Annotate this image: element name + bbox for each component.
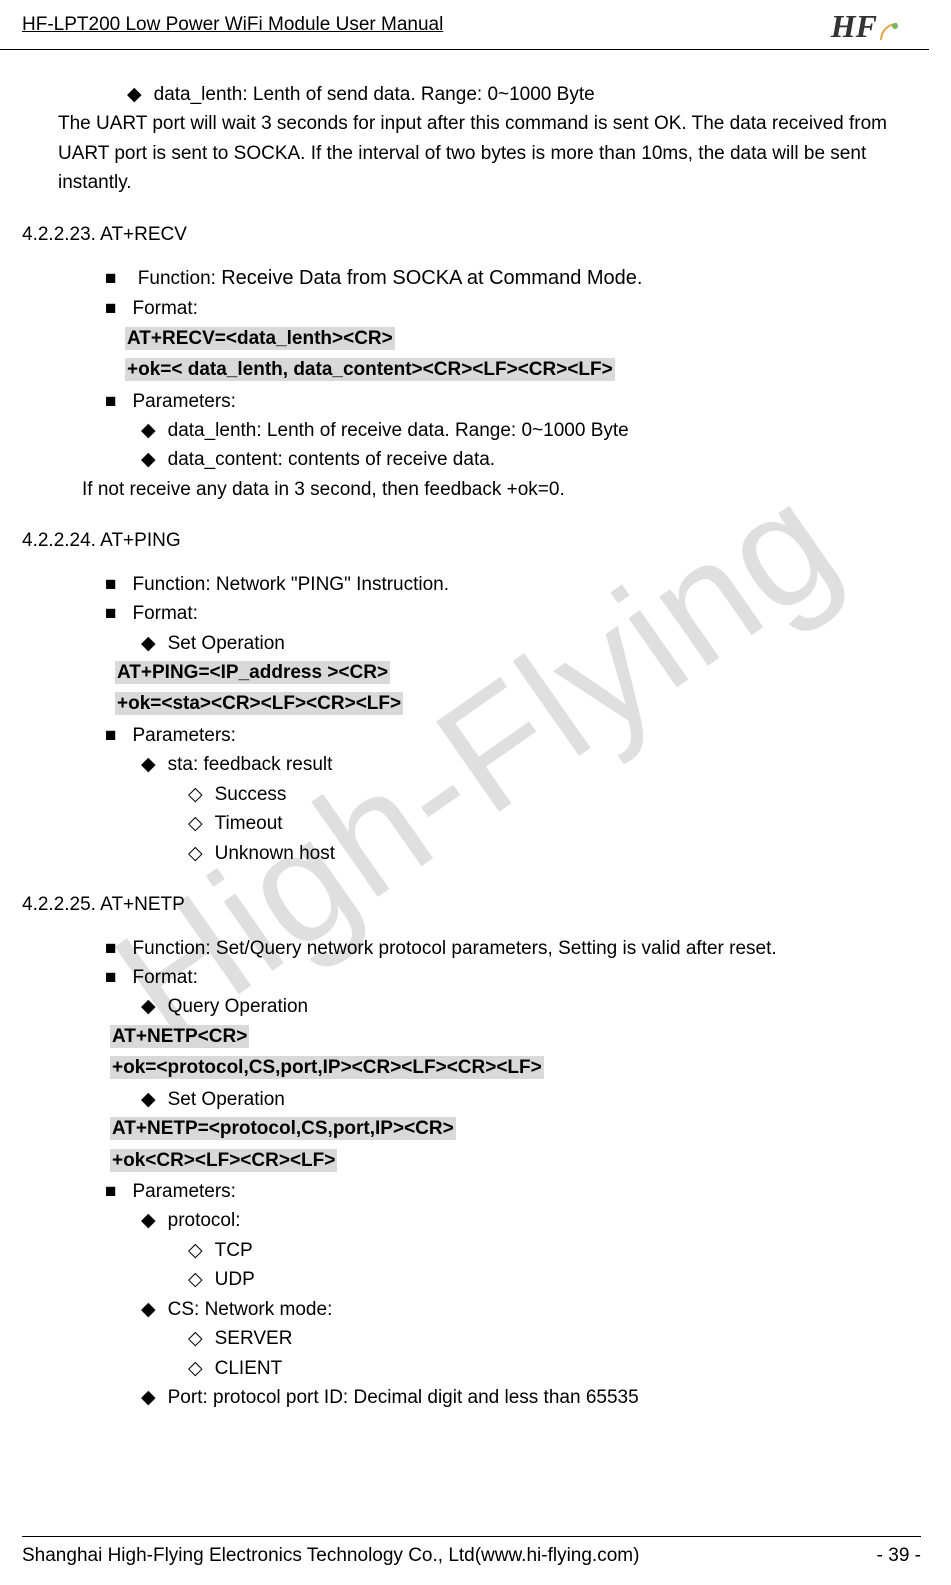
logo-arc-icon [879, 13, 899, 33]
netp-format-label: Format: [105, 963, 901, 992]
ping-set-op: Set Operation [141, 629, 901, 658]
page-header: HF-LPT200 Low Power WiFi Module User Man… [0, 0, 929, 50]
netp-param-port: Port: protocol port ID: Decimal digit an… [141, 1383, 901, 1412]
recv-code-line-2: +ok=< data_lenth, data_content><CR><LF><… [125, 355, 901, 384]
content-area: High-Flying data_lenth: Lenth of send da… [0, 50, 951, 1473]
recv-code-line-1: AT+RECV=<data_lenth><CR> [125, 324, 901, 353]
recv-params-label: Parameters: [105, 387, 901, 416]
intro-bullet: data_lenth: Lenth of send data. Range: 0… [127, 80, 901, 109]
ping-sub2: Timeout [188, 809, 901, 838]
section-heading-ping: 4.2.2.24. AT+PING [22, 526, 901, 555]
recv-function-label: Function: [138, 268, 221, 289]
ping-format-label: Format: [105, 599, 901, 628]
header-title: HF-LPT200 Low Power WiFi Module User Man… [22, 8, 443, 36]
ping-param1: sta: feedback result [141, 750, 901, 779]
netp-param-protocol: protocol: [141, 1206, 901, 1235]
recv-param2: data_content: contents of receive data. [141, 445, 901, 474]
netp-code3: AT+NETP=<protocol,CS,port,IP><CR> [110, 1117, 456, 1140]
section-heading-netp: 4.2.2.25. AT+NETP [22, 890, 901, 919]
logo: HF [831, 8, 899, 45]
netp-sub-udp: UDP [188, 1265, 901, 1294]
recv-function-text: Receive Data from SOCKA at Command Mode. [221, 267, 642, 289]
netp-query-op: Query Operation [141, 992, 901, 1021]
ping-params-label: Parameters: [105, 721, 901, 750]
ping-code-line-1: AT+PING=<IP_address ><CR> [115, 658, 901, 687]
netp-code-line-2: +ok=<protocol,CS,port,IP><CR><LF><CR><LF… [110, 1053, 901, 1082]
ping-code2: +ok=<sta><CR><LF><CR><LF> [115, 692, 403, 715]
ping-code-line-2: +ok=<sta><CR><LF><CR><LF> [115, 689, 901, 718]
logo-text: HF [831, 8, 877, 45]
netp-params-label: Parameters: [105, 1177, 901, 1206]
recv-function: Function: Receive Data from SOCKA at Com… [105, 263, 901, 294]
netp-code-line-3: AT+NETP=<protocol,CS,port,IP><CR> [110, 1114, 901, 1143]
netp-code-line-1: AT+NETP<CR> [110, 1022, 901, 1051]
netp-sub-tcp: TCP [188, 1236, 901, 1265]
intro-paragraph: The UART port will wait 3 seconds for in… [58, 109, 901, 197]
netp-sub-client: CLIENT [188, 1354, 901, 1383]
netp-code2: +ok=<protocol,CS,port,IP><CR><LF><CR><LF… [110, 1056, 544, 1079]
netp-set-op: Set Operation [141, 1085, 901, 1114]
netp-code1: AT+NETP<CR> [110, 1025, 249, 1048]
recv-param1: data_lenth: Lenth of receive data. Range… [141, 416, 901, 445]
footer-company: Shanghai High-Flying Electronics Technol… [22, 1545, 639, 1567]
main-text-wrapper: data_lenth: Lenth of send data. Range: 0… [22, 80, 901, 1413]
netp-function: Function: Set/Query network protocol par… [105, 934, 901, 963]
recv-format-label: Format: [105, 294, 901, 323]
netp-sub-server: SERVER [188, 1324, 901, 1353]
ping-sub1: Success [188, 780, 901, 809]
recv-note: If not receive any data in 3 second, the… [82, 475, 901, 504]
recv-code2: +ok=< data_lenth, data_content><CR><LF><… [125, 358, 615, 381]
ping-code1: AT+PING=<IP_address ><CR> [115, 661, 390, 684]
ping-function: Function: Network "PING" Instruction. [105, 570, 901, 599]
netp-code4: +ok<CR><LF><CR><LF> [110, 1149, 337, 1172]
page-footer: Shanghai High-Flying Electronics Technol… [22, 1536, 921, 1567]
netp-param-cs: CS: Network mode: [141, 1295, 901, 1324]
section-heading-recv: 4.2.2.23. AT+RECV [22, 220, 901, 249]
recv-code1: AT+RECV=<data_lenth><CR> [125, 327, 395, 350]
footer-page: - 39 - [877, 1545, 921, 1567]
netp-code-line-4: +ok<CR><LF><CR><LF> [110, 1146, 901, 1175]
ping-sub3: Unknown host [188, 839, 901, 868]
